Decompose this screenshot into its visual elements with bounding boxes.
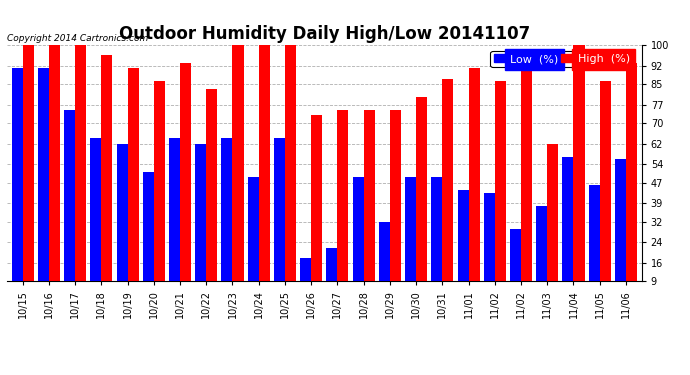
Bar <box>405 177 416 281</box>
Bar <box>117 144 128 281</box>
Bar <box>169 138 180 281</box>
Bar <box>626 63 637 281</box>
Bar <box>495 81 506 281</box>
Bar <box>259 45 270 281</box>
Bar <box>38 68 49 281</box>
Bar <box>23 45 34 281</box>
Bar <box>180 63 191 281</box>
Bar <box>12 68 23 281</box>
Bar <box>416 97 427 281</box>
Bar <box>469 68 480 281</box>
Bar <box>573 45 584 281</box>
Bar <box>442 79 453 281</box>
Bar <box>311 115 322 281</box>
Bar <box>589 185 600 281</box>
Bar <box>390 110 401 281</box>
Bar <box>128 68 139 281</box>
Bar <box>274 138 285 281</box>
Bar <box>326 248 337 281</box>
Title: Outdoor Humidity Daily High/Low 20141107: Outdoor Humidity Daily High/Low 20141107 <box>119 26 530 44</box>
Bar <box>615 159 626 281</box>
Bar <box>49 45 60 281</box>
Bar <box>143 172 154 281</box>
Bar <box>536 206 547 281</box>
Bar <box>457 190 469 281</box>
Bar <box>90 138 101 281</box>
Bar <box>510 230 521 281</box>
Bar <box>64 110 75 281</box>
Bar <box>364 110 375 281</box>
Text: Copyright 2014 Cartronics.com: Copyright 2014 Cartronics.com <box>7 34 148 43</box>
Bar <box>154 81 165 281</box>
Legend: Low  (%), High  (%): Low (%), High (%) <box>491 51 633 68</box>
Bar <box>547 144 558 281</box>
Bar <box>233 45 244 281</box>
Bar <box>206 89 217 281</box>
Bar <box>337 110 348 281</box>
Bar <box>353 177 364 281</box>
Bar <box>600 81 611 281</box>
Bar <box>248 177 259 281</box>
Bar <box>75 45 86 281</box>
Bar <box>285 45 296 281</box>
Bar <box>300 258 311 281</box>
Bar <box>431 177 442 281</box>
Bar <box>221 138 233 281</box>
Bar <box>521 66 532 281</box>
Bar <box>562 157 573 281</box>
Bar <box>379 222 390 281</box>
Bar <box>195 144 206 281</box>
Bar <box>484 193 495 281</box>
Bar <box>101 56 112 281</box>
